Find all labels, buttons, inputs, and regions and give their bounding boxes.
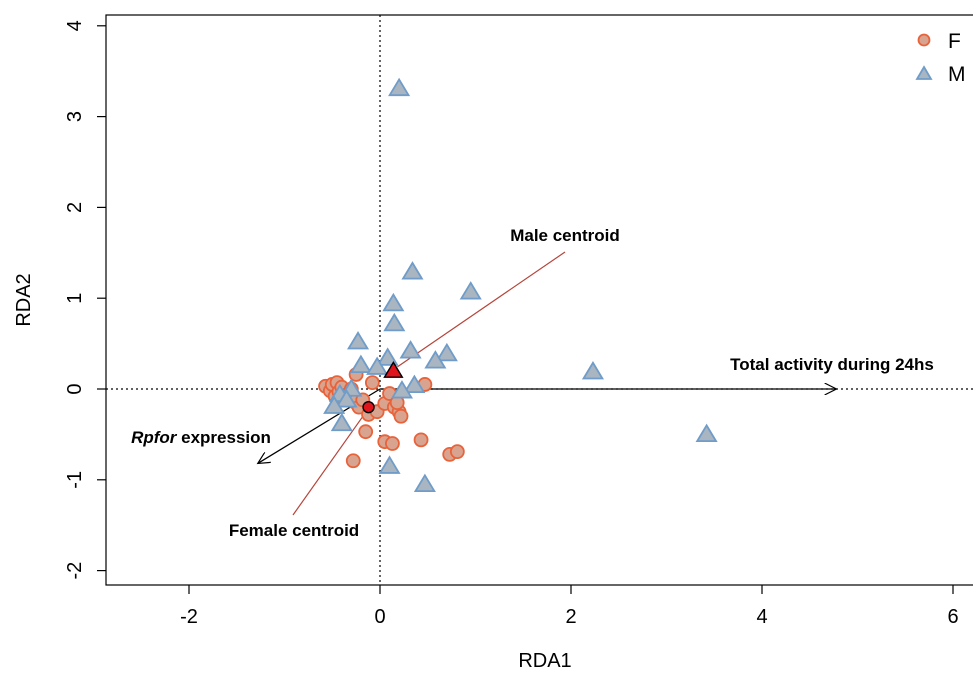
point-f (393, 408, 409, 424)
legend-f-label: F (948, 30, 961, 53)
x-tick-label: -2 (180, 606, 198, 628)
rpfor-rest: expression (176, 428, 271, 447)
point-m (581, 360, 605, 380)
legend: F M (915, 30, 966, 86)
legend-m-label: M (948, 63, 966, 86)
point-m (388, 77, 411, 97)
point-m (435, 342, 458, 362)
point-m (399, 340, 422, 359)
legend-f-marker (917, 33, 931, 47)
point-m (401, 261, 424, 280)
legend-m-marker (915, 65, 933, 80)
y-axis-title: RDA2 (13, 273, 35, 326)
plot-frame (105, 14, 973, 586)
y-tick-label: 4 (64, 20, 86, 31)
point-f (358, 424, 374, 440)
male-centroid-marker (383, 360, 404, 378)
point-f (413, 432, 429, 448)
female-centroid-label: Female centroid (229, 521, 359, 540)
y-tick-label: 0 (64, 383, 86, 394)
point-m (366, 356, 389, 375)
y-axis: -2 -1 0 1 2 3 4 (64, 20, 106, 579)
point-m (346, 331, 370, 350)
female-centroid-marker (362, 400, 375, 414)
point-f (385, 436, 400, 451)
point-f (364, 375, 380, 391)
rpfor-expression-label: Rpfor expression (131, 428, 271, 447)
male-centroid-leader (397, 251, 566, 368)
point-m (390, 380, 414, 399)
total-activity-label: Total activity during 24hs (730, 355, 934, 374)
point-m (382, 292, 405, 312)
y-tick-label: 3 (64, 111, 86, 122)
female-centroid-leader (292, 410, 368, 516)
centroids (362, 360, 404, 414)
point-f (449, 444, 465, 460)
point-m (335, 389, 358, 408)
point-m (424, 350, 447, 369)
point-m (378, 455, 401, 474)
x-axis: -2 0 2 4 6 (180, 585, 959, 628)
y-tick-label: 1 (64, 293, 86, 304)
y-tick-label: -2 (64, 562, 86, 580)
point-m (349, 354, 372, 374)
point-m (383, 312, 406, 332)
y-tick-label: 2 (64, 202, 86, 213)
x-tick-label: 0 (374, 606, 385, 628)
x-tick-label: 2 (565, 606, 576, 628)
series-m-points (323, 77, 718, 492)
point-m (413, 473, 436, 492)
male-centroid-label: Male centroid (510, 226, 620, 245)
point-m (459, 281, 482, 300)
x-tick-label: 4 (756, 606, 767, 628)
point-m (403, 374, 426, 394)
point-f (345, 453, 361, 469)
y-tick-label: -1 (64, 471, 86, 489)
point-m (323, 395, 346, 414)
point-m (695, 423, 718, 443)
point-m (330, 412, 353, 432)
x-tick-label: 6 (947, 606, 958, 628)
rpfor-italic: Rpfor (131, 428, 178, 447)
point-m (376, 347, 399, 366)
x-axis-title: RDA1 (518, 650, 571, 672)
